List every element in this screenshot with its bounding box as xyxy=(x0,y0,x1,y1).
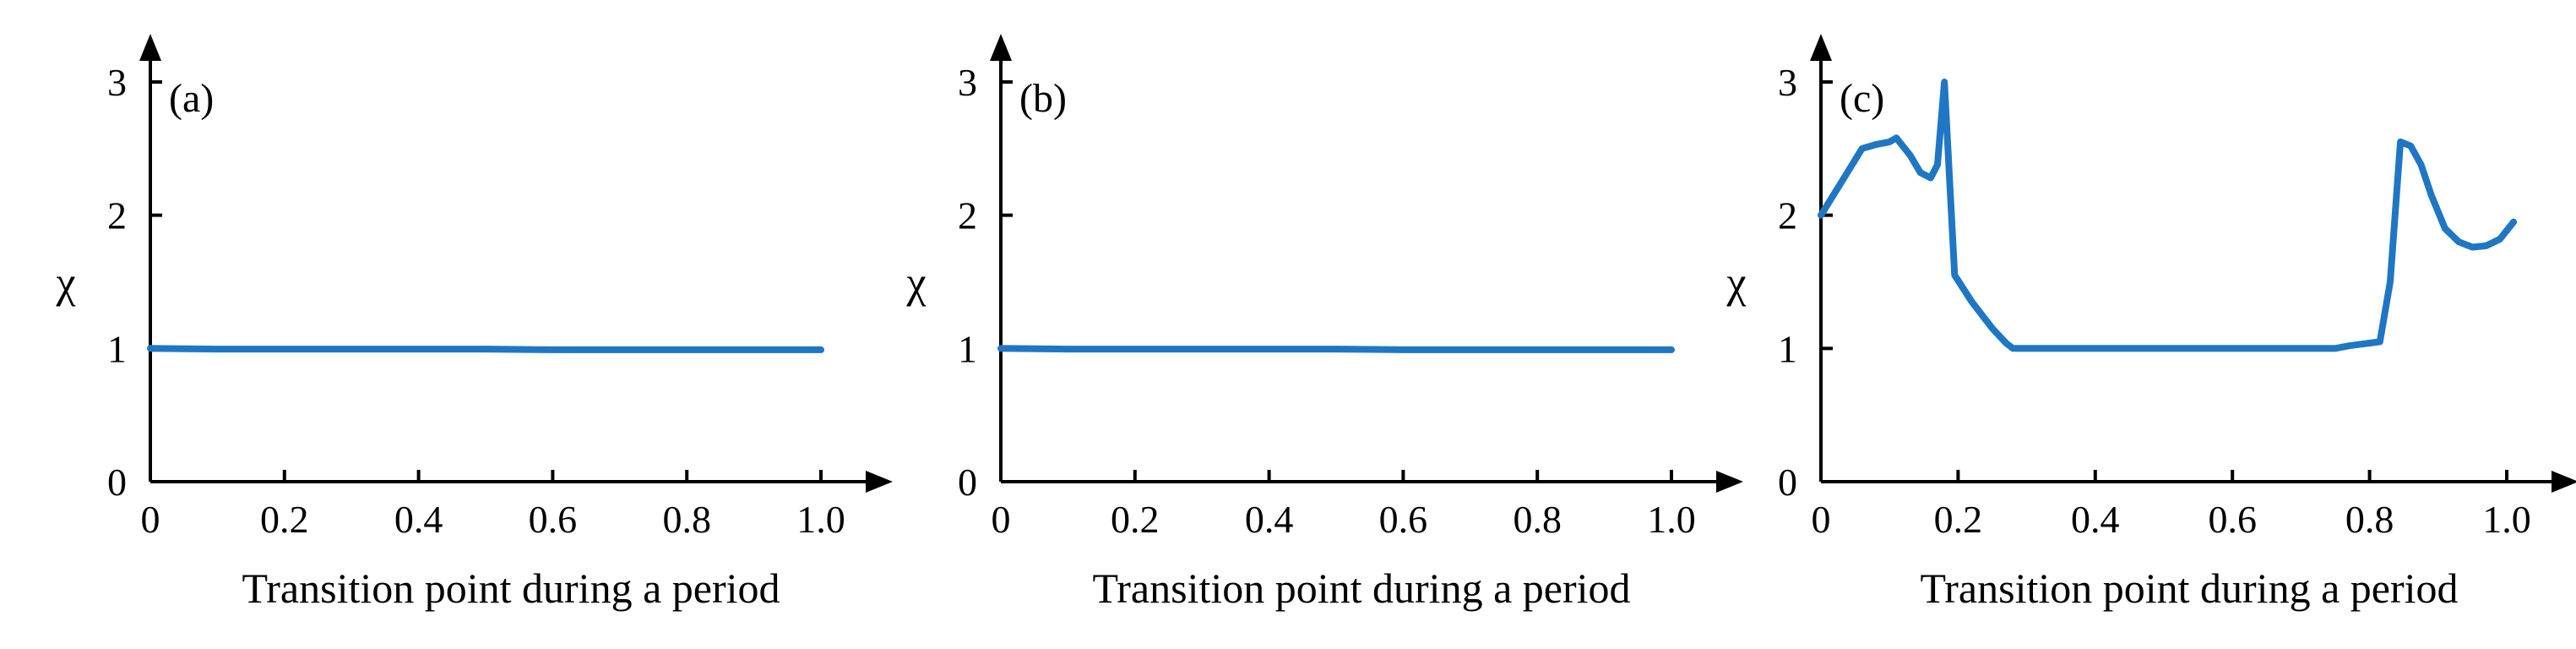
panel-label: (c) xyxy=(1840,76,1884,121)
x-tick-label: 0.2 xyxy=(1111,498,1160,541)
x-tick-label: 0.4 xyxy=(1245,498,1294,541)
y-tick-label: 0 xyxy=(958,461,977,504)
x-axis-arrow-icon xyxy=(866,471,893,493)
x-tick-label: 0.8 xyxy=(1513,498,1562,541)
y-axis-arrow-icon xyxy=(139,34,161,61)
y-tick-label: 2 xyxy=(1778,194,1797,237)
x-tick-label: 0.2 xyxy=(1934,498,1983,541)
x-tick-label: 0.2 xyxy=(260,498,309,541)
y-tick-label: 1 xyxy=(1778,327,1797,370)
y-tick-label: 2 xyxy=(958,194,977,237)
x-tick-label: 0 xyxy=(141,498,160,541)
x-tick-label: 0.4 xyxy=(2071,498,2120,541)
y-tick-label: 0 xyxy=(107,461,127,504)
x-axis-arrow-icon xyxy=(1716,471,1743,493)
x-tick-label: 0.6 xyxy=(529,498,578,541)
panel-label: (b) xyxy=(1019,76,1067,121)
y-tick-label: 1 xyxy=(107,327,127,370)
y-tick-label: 3 xyxy=(1778,61,1797,104)
y-tick-label: 3 xyxy=(958,61,977,104)
y-axis-arrow-icon xyxy=(990,34,1012,61)
x-tick-label: 1.0 xyxy=(1647,498,1696,541)
x-tick-label: 0.6 xyxy=(2208,498,2257,541)
series-line xyxy=(1818,79,2518,352)
x-tick-label: 0.8 xyxy=(662,498,711,541)
x-tick-label: 0.8 xyxy=(2345,498,2394,541)
x-tick-label: 0.4 xyxy=(394,498,443,541)
y-tick-label: 3 xyxy=(107,61,127,104)
x-axis-arrow-icon xyxy=(2552,471,2576,493)
y-tick-label: 2 xyxy=(107,194,127,237)
y-tick-label: 1 xyxy=(958,327,977,370)
x-axis-label: Transition point during a period xyxy=(1920,564,2458,612)
panel-label: (a) xyxy=(169,76,214,121)
y-axis-label: χ xyxy=(1725,259,1746,308)
x-tick-label: 0 xyxy=(1812,498,1831,541)
y-axis-label: χ xyxy=(905,259,926,308)
x-axis-label: Transition point during a period xyxy=(1092,564,1630,612)
y-tick-label: 0 xyxy=(1778,461,1797,504)
x-tick-label: 0 xyxy=(992,498,1011,541)
y-axis-label: χ xyxy=(55,259,75,308)
y-axis-arrow-icon xyxy=(1810,34,1832,61)
x-tick-label: 1.0 xyxy=(796,498,845,541)
x-tick-label: 0.6 xyxy=(1379,498,1428,541)
x-tick-label: 1.0 xyxy=(2482,498,2531,541)
x-axis-label: Transition point during a period xyxy=(242,564,780,612)
